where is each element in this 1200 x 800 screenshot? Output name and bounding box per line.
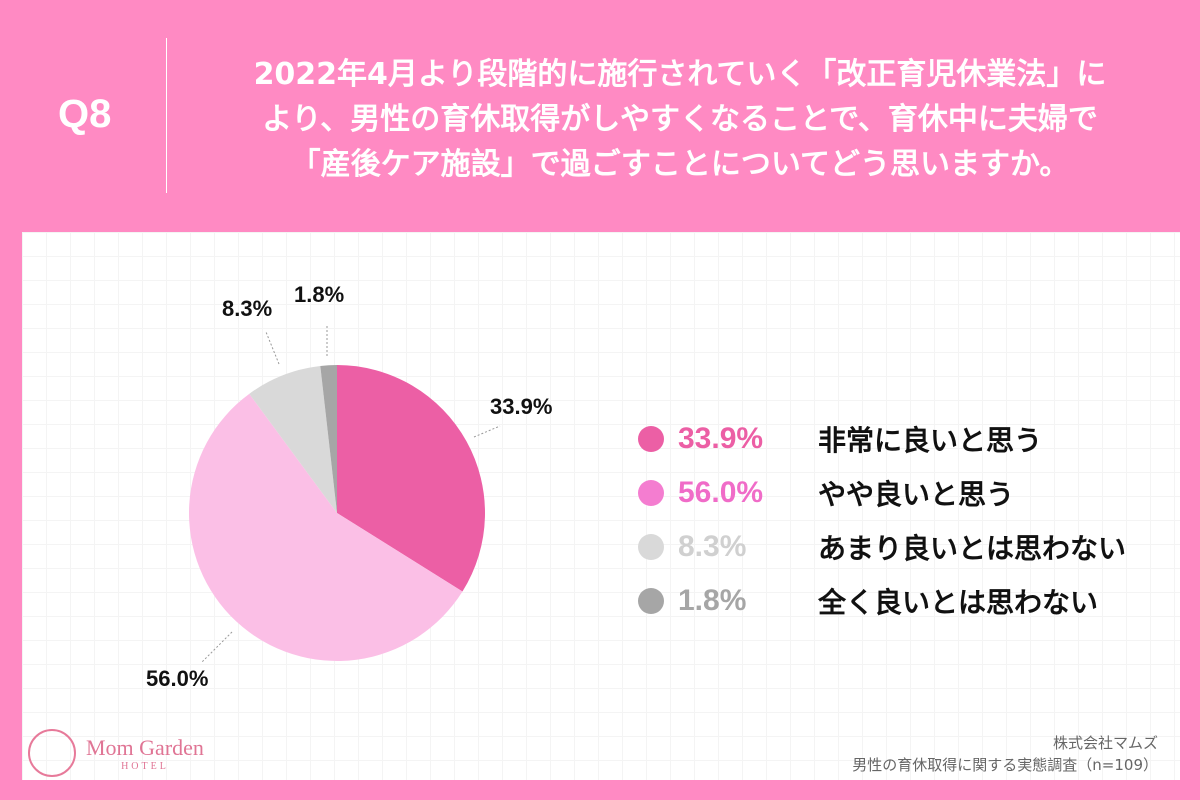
legend-pct: 33.9% [678, 422, 764, 455]
credit: 株式会社マムズ 男性の育休取得に関する実態調査（n=109） [852, 732, 1158, 776]
mom-garden-emblem-icon [28, 729, 76, 777]
question-line-2: より、男性の育休取得がしやすくなることで、育休中に夫婦で [262, 102, 1098, 137]
pie-slice [249, 365, 337, 513]
legend-label: やや良いと思う [818, 478, 1015, 511]
legend-item: 8.3% あまり良いとは思わない [638, 520, 1126, 574]
chart-panel: 33.9% 56.0% 8.3% 1.8% 33.9% 非常に良いと思う 56.… [22, 232, 1180, 780]
pie-label-somewhat-good: 56.0% [146, 666, 209, 691]
legend-pct: 8.3% [678, 530, 747, 563]
header-divider [166, 38, 167, 193]
pie-label-not-very-good: 8.3% [222, 296, 273, 321]
pie-label-very-good: 33.9% [490, 394, 553, 419]
legend: 33.9% 非常に良いと思う 56.0% やや良いと思う 8.3% あまり良いと… [638, 412, 1126, 628]
brand-name: Mom Garden [86, 734, 204, 760]
legend-item: 33.9% 非常に良いと思う [638, 412, 1126, 466]
survey-name: 男性の育休取得に関する実態調査（n=109） [852, 756, 1158, 774]
question-line-1: 2022年4月より段階的に施行されていく「改正育児休業法」に [253, 57, 1107, 92]
legend-pct: 56.0% [678, 476, 764, 509]
pie-slices [188, 365, 485, 662]
pie-slice [320, 365, 337, 513]
pie-slice [337, 365, 485, 592]
header: Q8 2022年4月より段階的に施行されていく「改正育児休業法」に より、男性の… [0, 0, 1200, 232]
question-text: 2022年4月より段階的に施行されていく「改正育児休業法」に より、男性の育休取… [200, 52, 1160, 187]
legend-pct: 1.8% [678, 584, 747, 617]
pie-chart [188, 324, 501, 663]
legend-dot-icon [638, 480, 664, 506]
brand-sub: HOTEL [121, 760, 169, 772]
pie-slice [188, 393, 463, 662]
legend-label: あまり良いとは思わない [818, 532, 1127, 565]
legend-label: 全く良いとは思わない [818, 586, 1099, 619]
legend-label: 非常に良いと思う [818, 424, 1043, 457]
legend-item: 56.0% やや良いと思う [638, 466, 1126, 520]
company-name: 株式会社マムズ [1052, 734, 1158, 752]
question-line-3: 「産後ケア施設」で過ごすことについてどう思いますか。 [290, 147, 1070, 182]
legend-dot-icon [638, 534, 664, 560]
pie-label-not-good-at-all: 1.8% [294, 282, 345, 307]
brand-logo: Mom Garden HOTEL [28, 729, 204, 777]
legend-dot-icon [638, 588, 664, 614]
legend-item: 1.8% 全く良いとは思わない [638, 574, 1126, 628]
question-number: Q8 [58, 92, 112, 136]
legend-dot-icon [638, 426, 664, 452]
